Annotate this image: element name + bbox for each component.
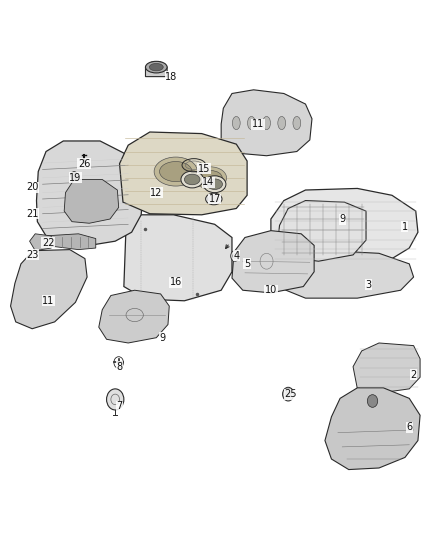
Text: 20: 20 (26, 182, 39, 192)
Ellipse shape (278, 116, 286, 130)
Text: 23: 23 (26, 250, 39, 260)
Text: 2: 2 (410, 369, 417, 379)
Ellipse shape (203, 176, 226, 192)
Ellipse shape (263, 116, 270, 130)
Ellipse shape (184, 174, 200, 185)
Text: 19: 19 (69, 173, 81, 183)
Polygon shape (145, 62, 167, 77)
Text: 1: 1 (402, 222, 408, 232)
Circle shape (106, 389, 124, 410)
Text: 3: 3 (365, 280, 371, 290)
Ellipse shape (159, 161, 192, 182)
Ellipse shape (149, 63, 163, 71)
Text: 8: 8 (117, 362, 123, 372)
Ellipse shape (207, 179, 223, 190)
Circle shape (82, 159, 86, 163)
Polygon shape (30, 234, 51, 251)
Text: 11: 11 (42, 296, 54, 306)
Polygon shape (124, 215, 232, 301)
Text: 4: 4 (233, 251, 239, 261)
Circle shape (286, 391, 291, 397)
Text: 15: 15 (198, 164, 210, 174)
Polygon shape (64, 180, 119, 223)
Text: 7: 7 (117, 401, 123, 411)
Ellipse shape (181, 171, 203, 188)
Text: 22: 22 (42, 238, 54, 248)
Ellipse shape (208, 195, 219, 203)
Polygon shape (221, 90, 312, 156)
Text: 14: 14 (202, 177, 214, 187)
Text: 25: 25 (284, 389, 297, 399)
Text: 21: 21 (26, 209, 39, 219)
Text: 26: 26 (78, 159, 90, 168)
Ellipse shape (293, 116, 301, 130)
Polygon shape (99, 290, 169, 343)
Text: 9: 9 (339, 214, 345, 224)
Polygon shape (277, 200, 366, 261)
Circle shape (233, 253, 237, 259)
Text: 6: 6 (406, 422, 412, 432)
Text: 16: 16 (170, 277, 182, 287)
Ellipse shape (233, 116, 240, 130)
Ellipse shape (247, 116, 255, 130)
Polygon shape (271, 189, 418, 268)
Text: 11: 11 (252, 119, 264, 129)
Polygon shape (325, 388, 420, 470)
Polygon shape (279, 251, 413, 298)
Ellipse shape (194, 167, 226, 189)
Polygon shape (232, 231, 314, 293)
Circle shape (367, 394, 378, 407)
Polygon shape (45, 234, 96, 249)
Circle shape (231, 251, 239, 261)
Text: 9: 9 (160, 333, 166, 343)
Text: 18: 18 (165, 71, 177, 82)
Ellipse shape (145, 61, 167, 73)
Polygon shape (353, 343, 420, 393)
Text: 12: 12 (150, 188, 162, 198)
Polygon shape (11, 249, 87, 329)
Ellipse shape (198, 171, 222, 185)
Polygon shape (120, 132, 247, 215)
Ellipse shape (154, 157, 198, 186)
Circle shape (71, 172, 78, 180)
Text: 5: 5 (244, 259, 250, 269)
Polygon shape (36, 141, 143, 245)
Text: 10: 10 (265, 285, 277, 295)
Ellipse shape (205, 193, 222, 205)
Circle shape (283, 387, 294, 401)
Text: 17: 17 (208, 194, 221, 204)
